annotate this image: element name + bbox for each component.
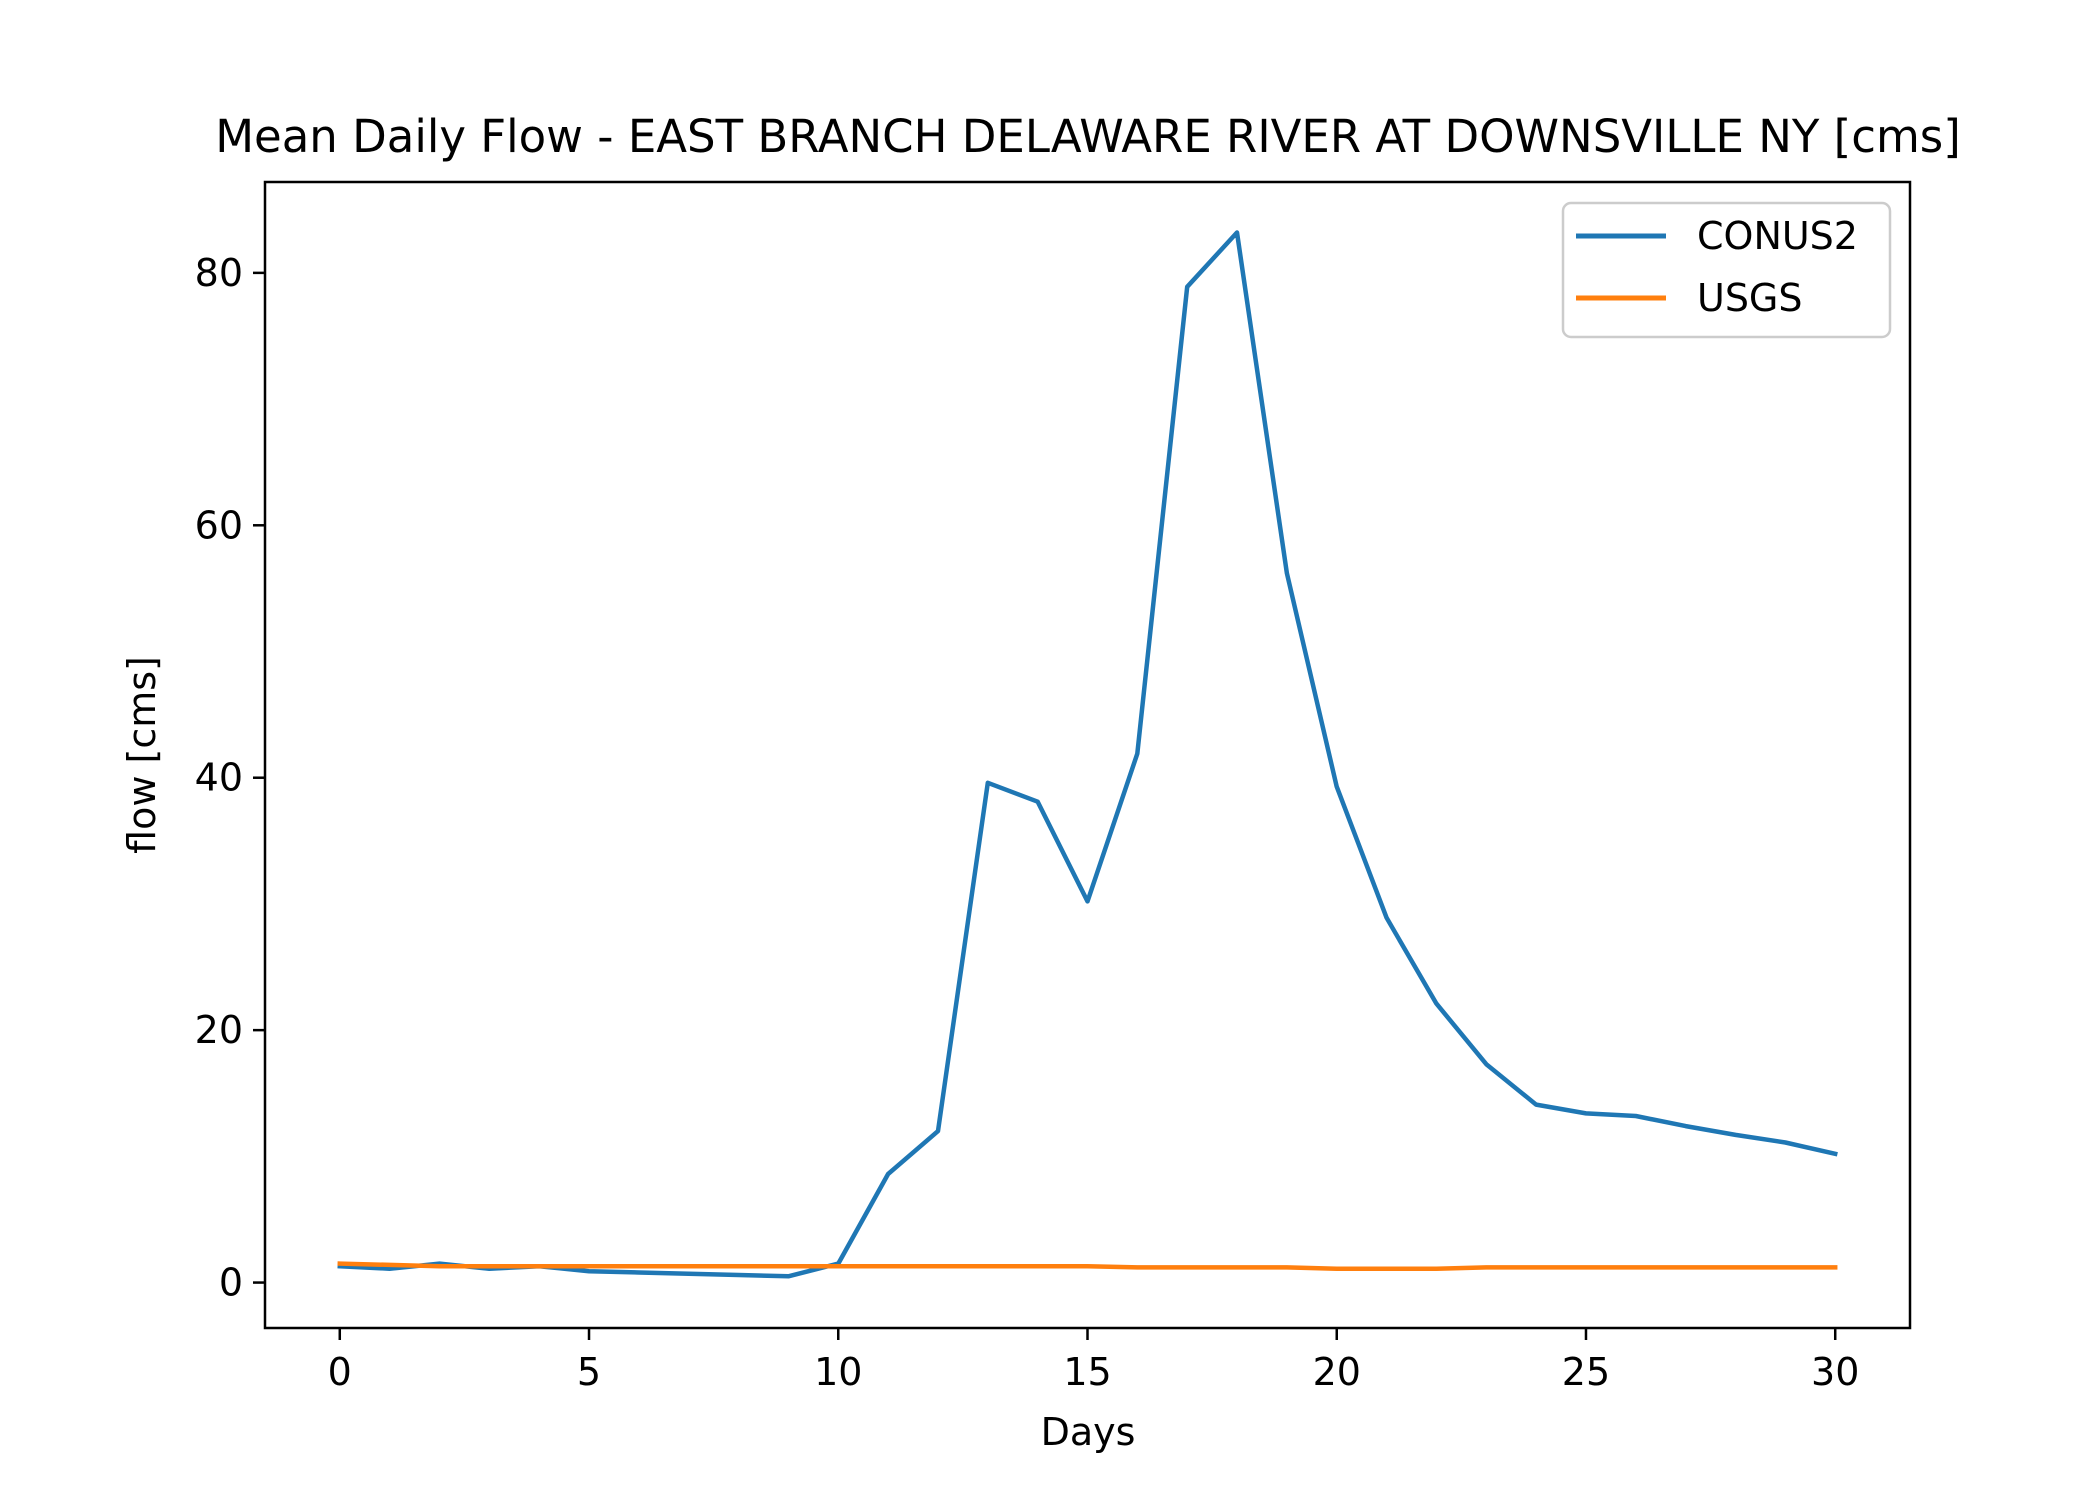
x-tick-label: 10 bbox=[814, 1350, 862, 1394]
y-axis-label: flow [cms] bbox=[120, 656, 164, 854]
chart-title: Mean Daily Flow - EAST BRANCH DELAWARE R… bbox=[215, 110, 1961, 163]
legend: CONUS2 USGS bbox=[1561, 201, 1892, 339]
series-line-usgs bbox=[337, 1261, 1838, 1271]
plot-frame bbox=[263, 180, 1912, 1330]
x-tick-label: 15 bbox=[1063, 1350, 1111, 1394]
y-tick-label: 40 bbox=[195, 756, 243, 800]
y-axis-ticks: 0 20 40 60 80 bbox=[195, 251, 265, 1305]
x-axis-ticks: 0 5 10 15 20 25 30 bbox=[328, 1328, 1859, 1394]
legend-label-usgs: USGS bbox=[1697, 276, 1803, 320]
y-tick-label: 20 bbox=[195, 1008, 243, 1052]
y-tick-label: 80 bbox=[195, 251, 243, 295]
x-tick-label: 5 bbox=[577, 1350, 601, 1394]
y-tick-label: 0 bbox=[219, 1261, 243, 1305]
plot-area bbox=[337, 230, 1838, 1279]
y-tick-label: 60 bbox=[195, 503, 243, 547]
x-tick-label: 25 bbox=[1562, 1350, 1610, 1394]
legend-label-conus2: CONUS2 bbox=[1697, 214, 1858, 258]
x-tick-label: 30 bbox=[1811, 1350, 1859, 1394]
x-axis-label: Days bbox=[1041, 1410, 1136, 1454]
x-tick-label: 20 bbox=[1313, 1350, 1361, 1394]
series-line-conus2 bbox=[337, 230, 1838, 1279]
x-tick-label: 0 bbox=[328, 1350, 352, 1394]
